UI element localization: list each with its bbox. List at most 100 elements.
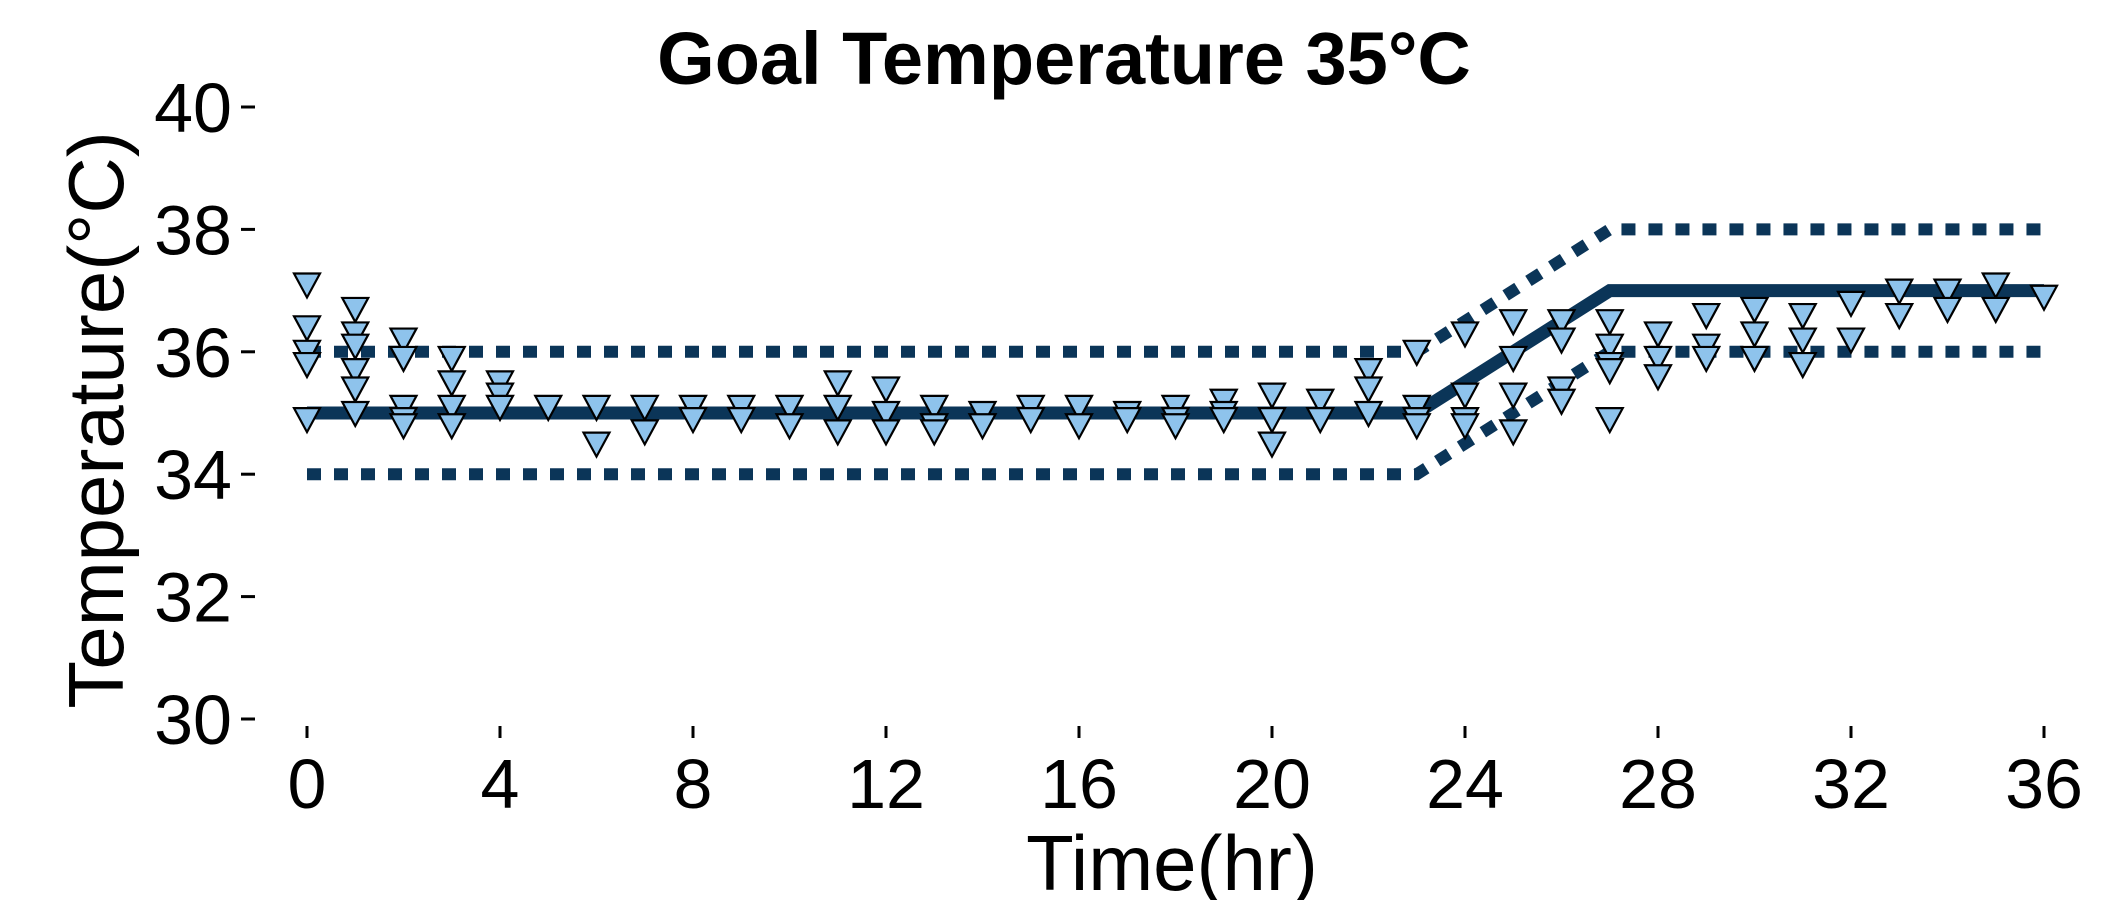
data-point (1932, 278, 1963, 306)
data-point (1594, 358, 1625, 386)
data-point (1836, 327, 1866, 355)
data-point (871, 419, 901, 447)
data-point (1643, 321, 1673, 349)
data-point (1594, 407, 1625, 435)
data-point (1691, 302, 1722, 331)
data-point (678, 407, 708, 435)
data-point (822, 419, 853, 447)
data-point (436, 345, 467, 374)
data-point (1353, 358, 1384, 386)
data-point (1643, 345, 1673, 374)
data-point (1691, 345, 1722, 374)
data-point (292, 351, 322, 380)
data-point (1401, 339, 1432, 368)
data-point (1112, 407, 1143, 435)
y-axis: 30 32 34 36 38 40 (154, 69, 255, 759)
data-point (774, 413, 805, 441)
data-point (1787, 351, 1818, 380)
data-point (871, 376, 901, 404)
data-point (388, 413, 419, 441)
data-point (1401, 413, 1432, 441)
data-point (340, 358, 371, 386)
data-point (919, 419, 950, 447)
data-point (1643, 364, 1673, 392)
data-point (340, 296, 371, 325)
data-point (1836, 290, 1866, 319)
x-tick-label: 36 (2005, 745, 2083, 823)
y-tick-label: 34 (154, 436, 232, 514)
data-point (1353, 400, 1384, 429)
data-point (1739, 345, 1770, 374)
data-point (1257, 431, 1287, 459)
data-point (1353, 376, 1384, 404)
data-point (1208, 407, 1239, 435)
data-point (1932, 296, 1963, 325)
tolerance-band-line (307, 345, 2044, 481)
data-point (436, 413, 467, 441)
data-point (1546, 309, 1577, 337)
data-point (388, 327, 419, 355)
x-tick-label: 0 (288, 745, 327, 823)
y-tick-label: 32 (154, 559, 232, 637)
data-point (485, 394, 515, 423)
data-point (822, 394, 853, 423)
data-point (1498, 419, 1529, 447)
data-point (581, 431, 612, 459)
chart-title: Goal Temperature 35°C (657, 17, 1471, 100)
y-tick-label: 38 (154, 191, 232, 269)
data-point (1450, 382, 1480, 410)
y-tick-label: 30 (154, 681, 232, 759)
data-point (1546, 327, 1577, 355)
data-point (919, 394, 950, 423)
data-point (292, 272, 322, 300)
data-point (1015, 407, 1046, 435)
data-point (340, 376, 371, 404)
data-point (1884, 278, 1915, 306)
data-point (2029, 284, 2059, 313)
y-tick-label: 36 (154, 314, 232, 392)
data-point (1450, 413, 1480, 441)
data-point (292, 407, 322, 435)
data-point (1594, 333, 1625, 361)
x-axis-label: Time(hr) (1026, 819, 1318, 900)
x-tick-label: 4 (481, 745, 520, 823)
data-point (1980, 296, 2011, 325)
data-point (1498, 345, 1529, 374)
data-point (871, 400, 901, 429)
data-point (1305, 407, 1336, 435)
data-point (822, 370, 853, 398)
data-point (1257, 382, 1287, 410)
data-point (1980, 272, 2011, 300)
x-tick-label: 28 (1619, 745, 1697, 823)
x-axis: 0 4 8 12 16 20 24 28 32 36 (288, 726, 2083, 823)
y-tick-label: 40 (154, 69, 232, 147)
x-tick-label: 12 (847, 745, 925, 823)
data-point (436, 394, 467, 423)
data-point (967, 413, 998, 441)
data-point (1739, 321, 1770, 349)
data-point (1064, 394, 1094, 423)
x-tick-label: 20 (1233, 745, 1311, 823)
data-point (1257, 407, 1287, 435)
x-tick-label: 24 (1426, 745, 1504, 823)
data-point (1884, 302, 1915, 331)
data-point (581, 394, 612, 423)
x-tick-label: 32 (1812, 745, 1890, 823)
data-point (629, 419, 660, 447)
data-point (1787, 302, 1818, 331)
data-point (726, 407, 757, 435)
x-tick-label: 8 (674, 745, 713, 823)
data-point (774, 394, 805, 423)
data-point (1498, 309, 1529, 337)
data-point (292, 315, 322, 343)
data-point (436, 370, 467, 398)
data-point (1787, 327, 1818, 355)
tolerance-band-line (307, 223, 2044, 358)
data-point (340, 333, 371, 361)
data-point (1498, 382, 1529, 410)
data-point (1305, 388, 1336, 417)
data-point (1546, 388, 1577, 417)
data-point (388, 345, 419, 374)
data-point (629, 394, 660, 423)
